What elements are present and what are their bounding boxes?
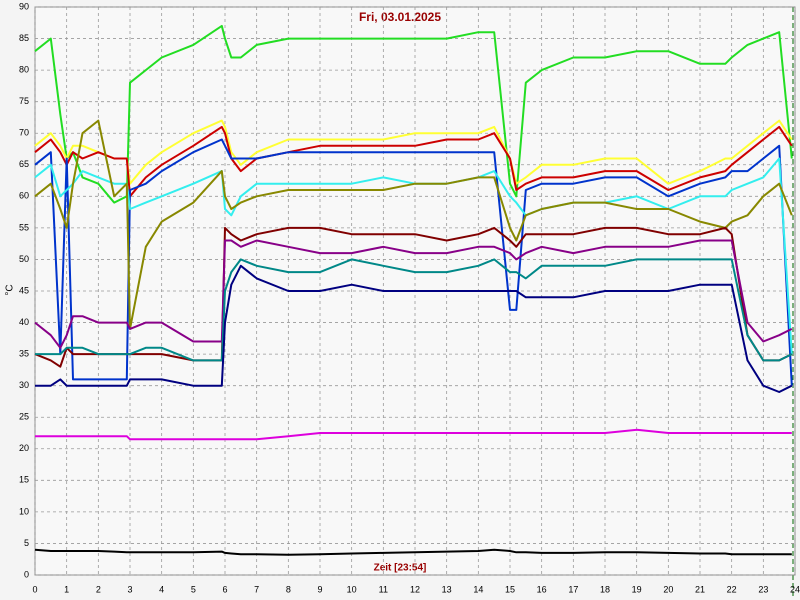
x-tick-label: 12 [410,584,420,594]
x-tick-label: 15 [505,584,515,594]
x-tick-label: 3 [127,584,132,594]
y-tick-label: 15 [19,475,29,485]
series-line [34,125,793,198]
series-line [34,119,793,330]
x-tick-label: 16 [537,584,547,594]
x-tick-label: 5 [191,584,196,594]
x-tick-label: 7 [254,584,259,594]
x-tick-label: 14 [473,584,483,594]
x-tick-label: 9 [317,584,322,594]
x-tick-label: 1 [64,584,69,594]
y-tick-label: 55 [19,222,29,232]
x-tick-label: 22 [727,584,737,594]
series-line [35,264,793,393]
y-tick-label: 20 [19,443,29,453]
y-tick-label: 75 [19,96,29,106]
series-line [35,258,793,362]
x-tick-label: 13 [442,584,452,594]
y-tick-label: 10 [19,506,29,516]
x-tick-label: 11 [379,584,388,594]
x-tick-label: 8 [286,584,291,594]
series-line [34,548,792,556]
chart-title: Fri, 03.01.2025 [359,10,441,24]
y-tick-label: 80 [19,64,29,74]
x-tick-label: 4 [159,584,164,594]
y-tick-label: 50 [19,254,29,264]
x-tick-label: 17 [568,584,578,594]
x-tick-label: 10 [347,584,357,594]
x-tick-label: 19 [632,584,642,594]
x-tick-label: 6 [222,584,227,594]
y-tick-label: 65 [19,159,29,169]
x-tick-label: 0 [32,584,37,594]
x-tick-label: 21 [695,584,705,594]
x-tick-label: 2 [96,584,101,594]
x-tick-label: 23 [758,584,768,594]
x-tick-label: 18 [600,584,610,594]
y-tick-label: 90 [19,1,29,11]
y-tick-label: 45 [19,285,29,295]
y-tick-label: 25 [19,412,29,422]
series-line [34,157,793,355]
series-line [35,428,792,441]
series-line [34,24,793,204]
y-axis-label: °C [5,284,16,295]
y-tick-label: 70 [19,128,29,138]
y-tick-label: 40 [19,317,29,327]
series-line [34,138,793,386]
y-tick-label: 60 [19,191,29,201]
y-tick-label: 85 [19,33,29,43]
x-tick-label: 20 [663,584,673,594]
y-tick-label: 0 [24,569,29,579]
y-tick-label: 5 [24,538,29,548]
y-tick-label: 30 [19,380,29,390]
y-tick-label: 35 [19,348,29,358]
x-axis-label: Zeit [23:54] [374,563,427,574]
x-tick-label: 24 [790,584,800,594]
series-line [34,239,793,349]
